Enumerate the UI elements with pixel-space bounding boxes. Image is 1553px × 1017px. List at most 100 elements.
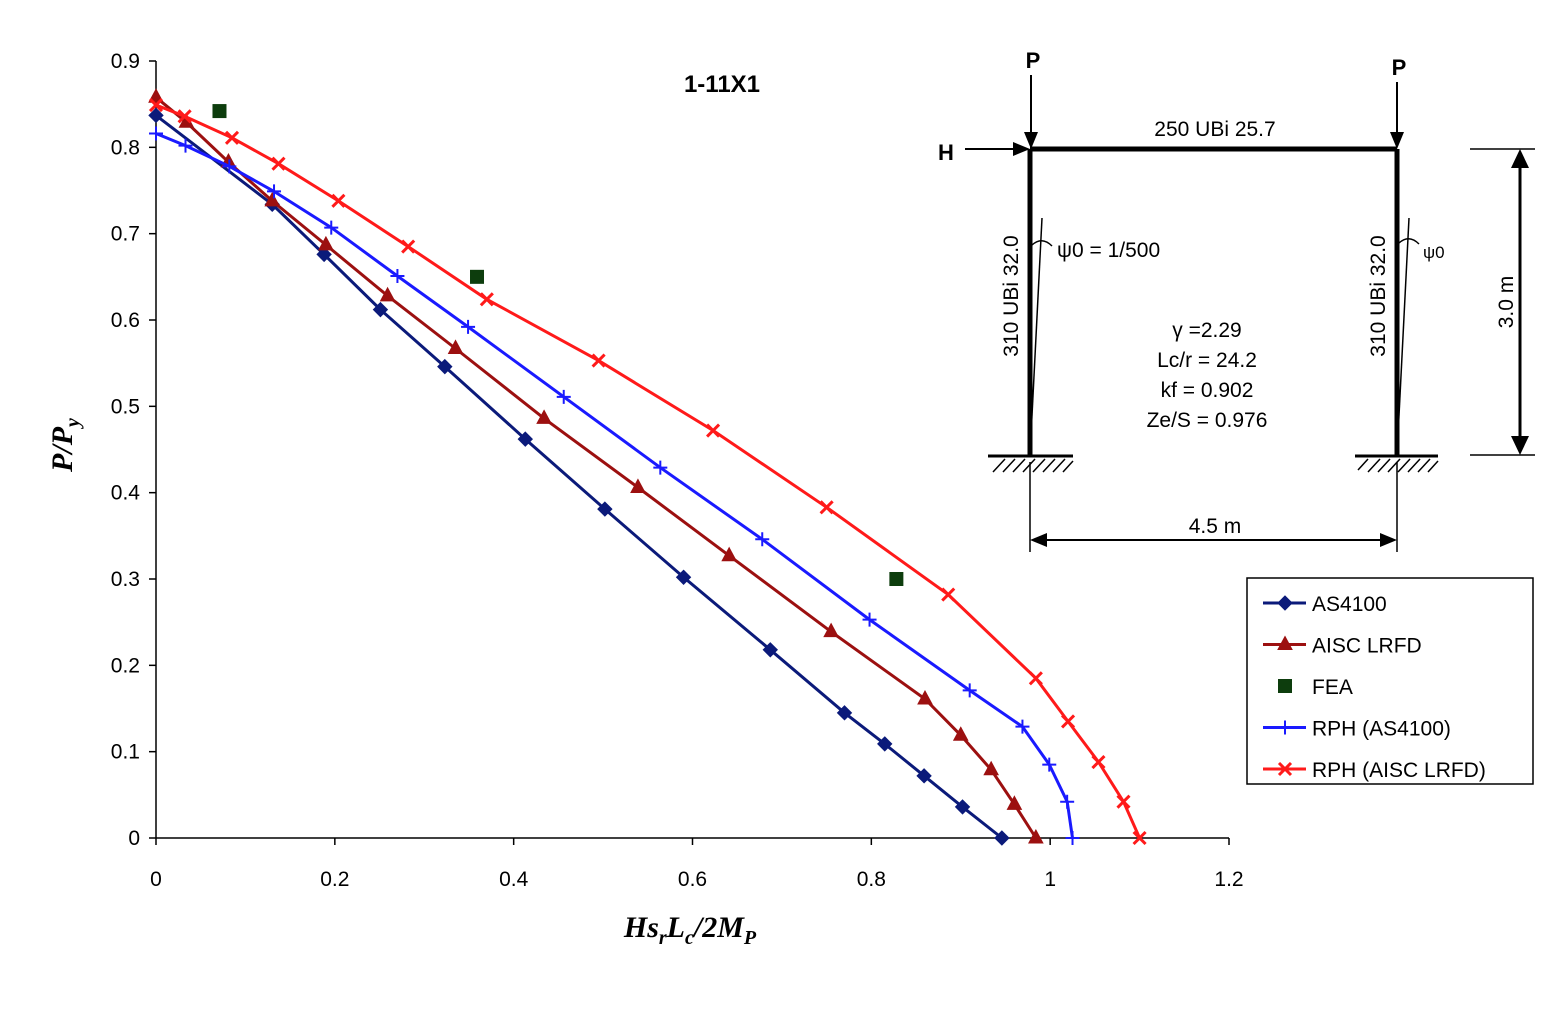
data-point bbox=[148, 97, 164, 113]
legend-item: RPH (AS4100) bbox=[1263, 718, 1451, 741]
axes: 0 0.1 0.2 0.3 0.4 0.5 0.6 0.7 0.8 0.9 0 0.2 0.4 0.6 0.… bbox=[111, 50, 1244, 891]
y-tick-label: 0.3 bbox=[111, 568, 140, 591]
y-axis-title: P/Py bbox=[46, 418, 84, 473]
legend-item: FEA bbox=[1278, 676, 1353, 699]
series-aisc-lrfd bbox=[148, 88, 1044, 844]
data-point bbox=[962, 683, 977, 698]
data-point bbox=[721, 546, 737, 562]
y-tick-label: 0.8 bbox=[111, 136, 140, 159]
arrow-head-icon bbox=[1511, 149, 1529, 168]
y-tick-label: 0.7 bbox=[111, 223, 140, 246]
data-point bbox=[1060, 794, 1075, 809]
y-tick-label: 0.5 bbox=[111, 395, 140, 418]
y-tick-label: 0.2 bbox=[111, 654, 140, 677]
data-point bbox=[630, 478, 646, 493]
legend-item: AS4100 bbox=[1263, 593, 1387, 616]
data-point bbox=[517, 431, 533, 447]
series-line bbox=[155, 103, 1141, 839]
y-tick-label: 0.9 bbox=[111, 50, 140, 73]
legend-marker bbox=[1277, 761, 1293, 777]
data-point bbox=[372, 301, 389, 318]
legend-marker bbox=[1277, 635, 1293, 650]
data-point bbox=[916, 768, 932, 784]
x-tick-label: 0.8 bbox=[857, 868, 886, 891]
data-point bbox=[1006, 795, 1023, 810]
x-tick-label: 1.2 bbox=[1214, 868, 1243, 891]
data-point bbox=[379, 286, 396, 302]
ze-s-label: Ze/S = 0.976 bbox=[1147, 409, 1268, 432]
x-tick-label: 0 bbox=[150, 868, 162, 891]
data-point bbox=[954, 799, 971, 815]
data-point bbox=[1132, 830, 1147, 846]
data-point bbox=[148, 107, 164, 124]
y-tick-label: 0.1 bbox=[111, 741, 140, 764]
data-point bbox=[178, 138, 193, 153]
data-point bbox=[264, 191, 281, 207]
arrow-head-icon bbox=[1030, 533, 1047, 547]
data-point bbox=[1065, 831, 1080, 845]
data-point bbox=[324, 220, 339, 235]
legend-marker bbox=[1278, 720, 1292, 735]
legend-label: RPH (AISC LRFD) bbox=[1312, 759, 1486, 782]
data-point bbox=[1116, 794, 1131, 809]
data-point bbox=[331, 193, 346, 208]
data-point bbox=[212, 104, 227, 119]
series-line bbox=[155, 114, 1003, 840]
load-label-right: P bbox=[1392, 55, 1407, 80]
support-hatch-right bbox=[1357, 458, 1439, 473]
legend-label: AISC LRFD bbox=[1312, 635, 1422, 658]
data-point bbox=[536, 409, 552, 424]
data-point bbox=[983, 760, 999, 776]
data-point bbox=[318, 235, 334, 251]
frame-diagram bbox=[965, 75, 1535, 552]
data-point bbox=[755, 532, 770, 547]
data-point bbox=[836, 705, 853, 721]
data-point bbox=[401, 239, 416, 254]
data-point bbox=[316, 246, 332, 263]
data-point bbox=[591, 353, 606, 368]
lc-r-label: Lc/r = 24.2 bbox=[1157, 349, 1257, 372]
data-point bbox=[597, 501, 613, 517]
data-point bbox=[823, 622, 839, 638]
x-axis-title: HsrLc/2MP bbox=[623, 911, 757, 949]
imperfection-arc-left bbox=[1031, 240, 1053, 247]
y-tick-label: 0.6 bbox=[111, 309, 140, 332]
series-line bbox=[155, 132, 1074, 839]
imperfection-arc-right bbox=[1398, 238, 1420, 245]
data-point bbox=[470, 269, 485, 284]
data-point bbox=[952, 726, 969, 741]
series-line bbox=[155, 96, 1038, 839]
load-label-left: P bbox=[1026, 48, 1041, 73]
x-tick-label: 0.4 bbox=[499, 868, 529, 891]
data-point bbox=[222, 159, 237, 174]
kf-label: kf = 0.902 bbox=[1161, 379, 1254, 402]
data-point bbox=[653, 460, 668, 475]
data-point bbox=[267, 184, 282, 199]
data-point bbox=[994, 830, 1010, 846]
data-point bbox=[177, 109, 192, 124]
support-hatch-left bbox=[992, 458, 1074, 473]
legend-label: FEA bbox=[1312, 676, 1353, 699]
legend-label: AS4100 bbox=[1312, 593, 1387, 616]
data-point bbox=[862, 612, 877, 627]
x-tick-label: 0.6 bbox=[678, 868, 707, 891]
legend-marker bbox=[1277, 595, 1293, 611]
data-point bbox=[1015, 719, 1030, 734]
data-point bbox=[461, 319, 476, 334]
left-column-label: 310 UBi 32.0 bbox=[1000, 235, 1023, 356]
data-point bbox=[1060, 714, 1076, 729]
data-point bbox=[675, 569, 692, 585]
y-tick-label: 0 bbox=[128, 827, 140, 850]
data-point bbox=[556, 389, 571, 404]
legend-item: AISC LRFD bbox=[1263, 635, 1422, 658]
data-point bbox=[706, 423, 721, 438]
legend-label: RPH (AS4100) bbox=[1312, 718, 1451, 741]
legend-item: RPH (AISC LRFD) bbox=[1263, 759, 1486, 782]
data-point bbox=[889, 572, 904, 586]
data-point bbox=[819, 500, 834, 515]
series-rph-as4100 bbox=[149, 126, 1080, 845]
data-point bbox=[762, 642, 778, 658]
arrow-head-icon bbox=[1511, 436, 1529, 455]
legend: AS4100 AISC LRFD FEA RPH (AS4100) RPH (AISC … bbox=[1246, 577, 1534, 785]
